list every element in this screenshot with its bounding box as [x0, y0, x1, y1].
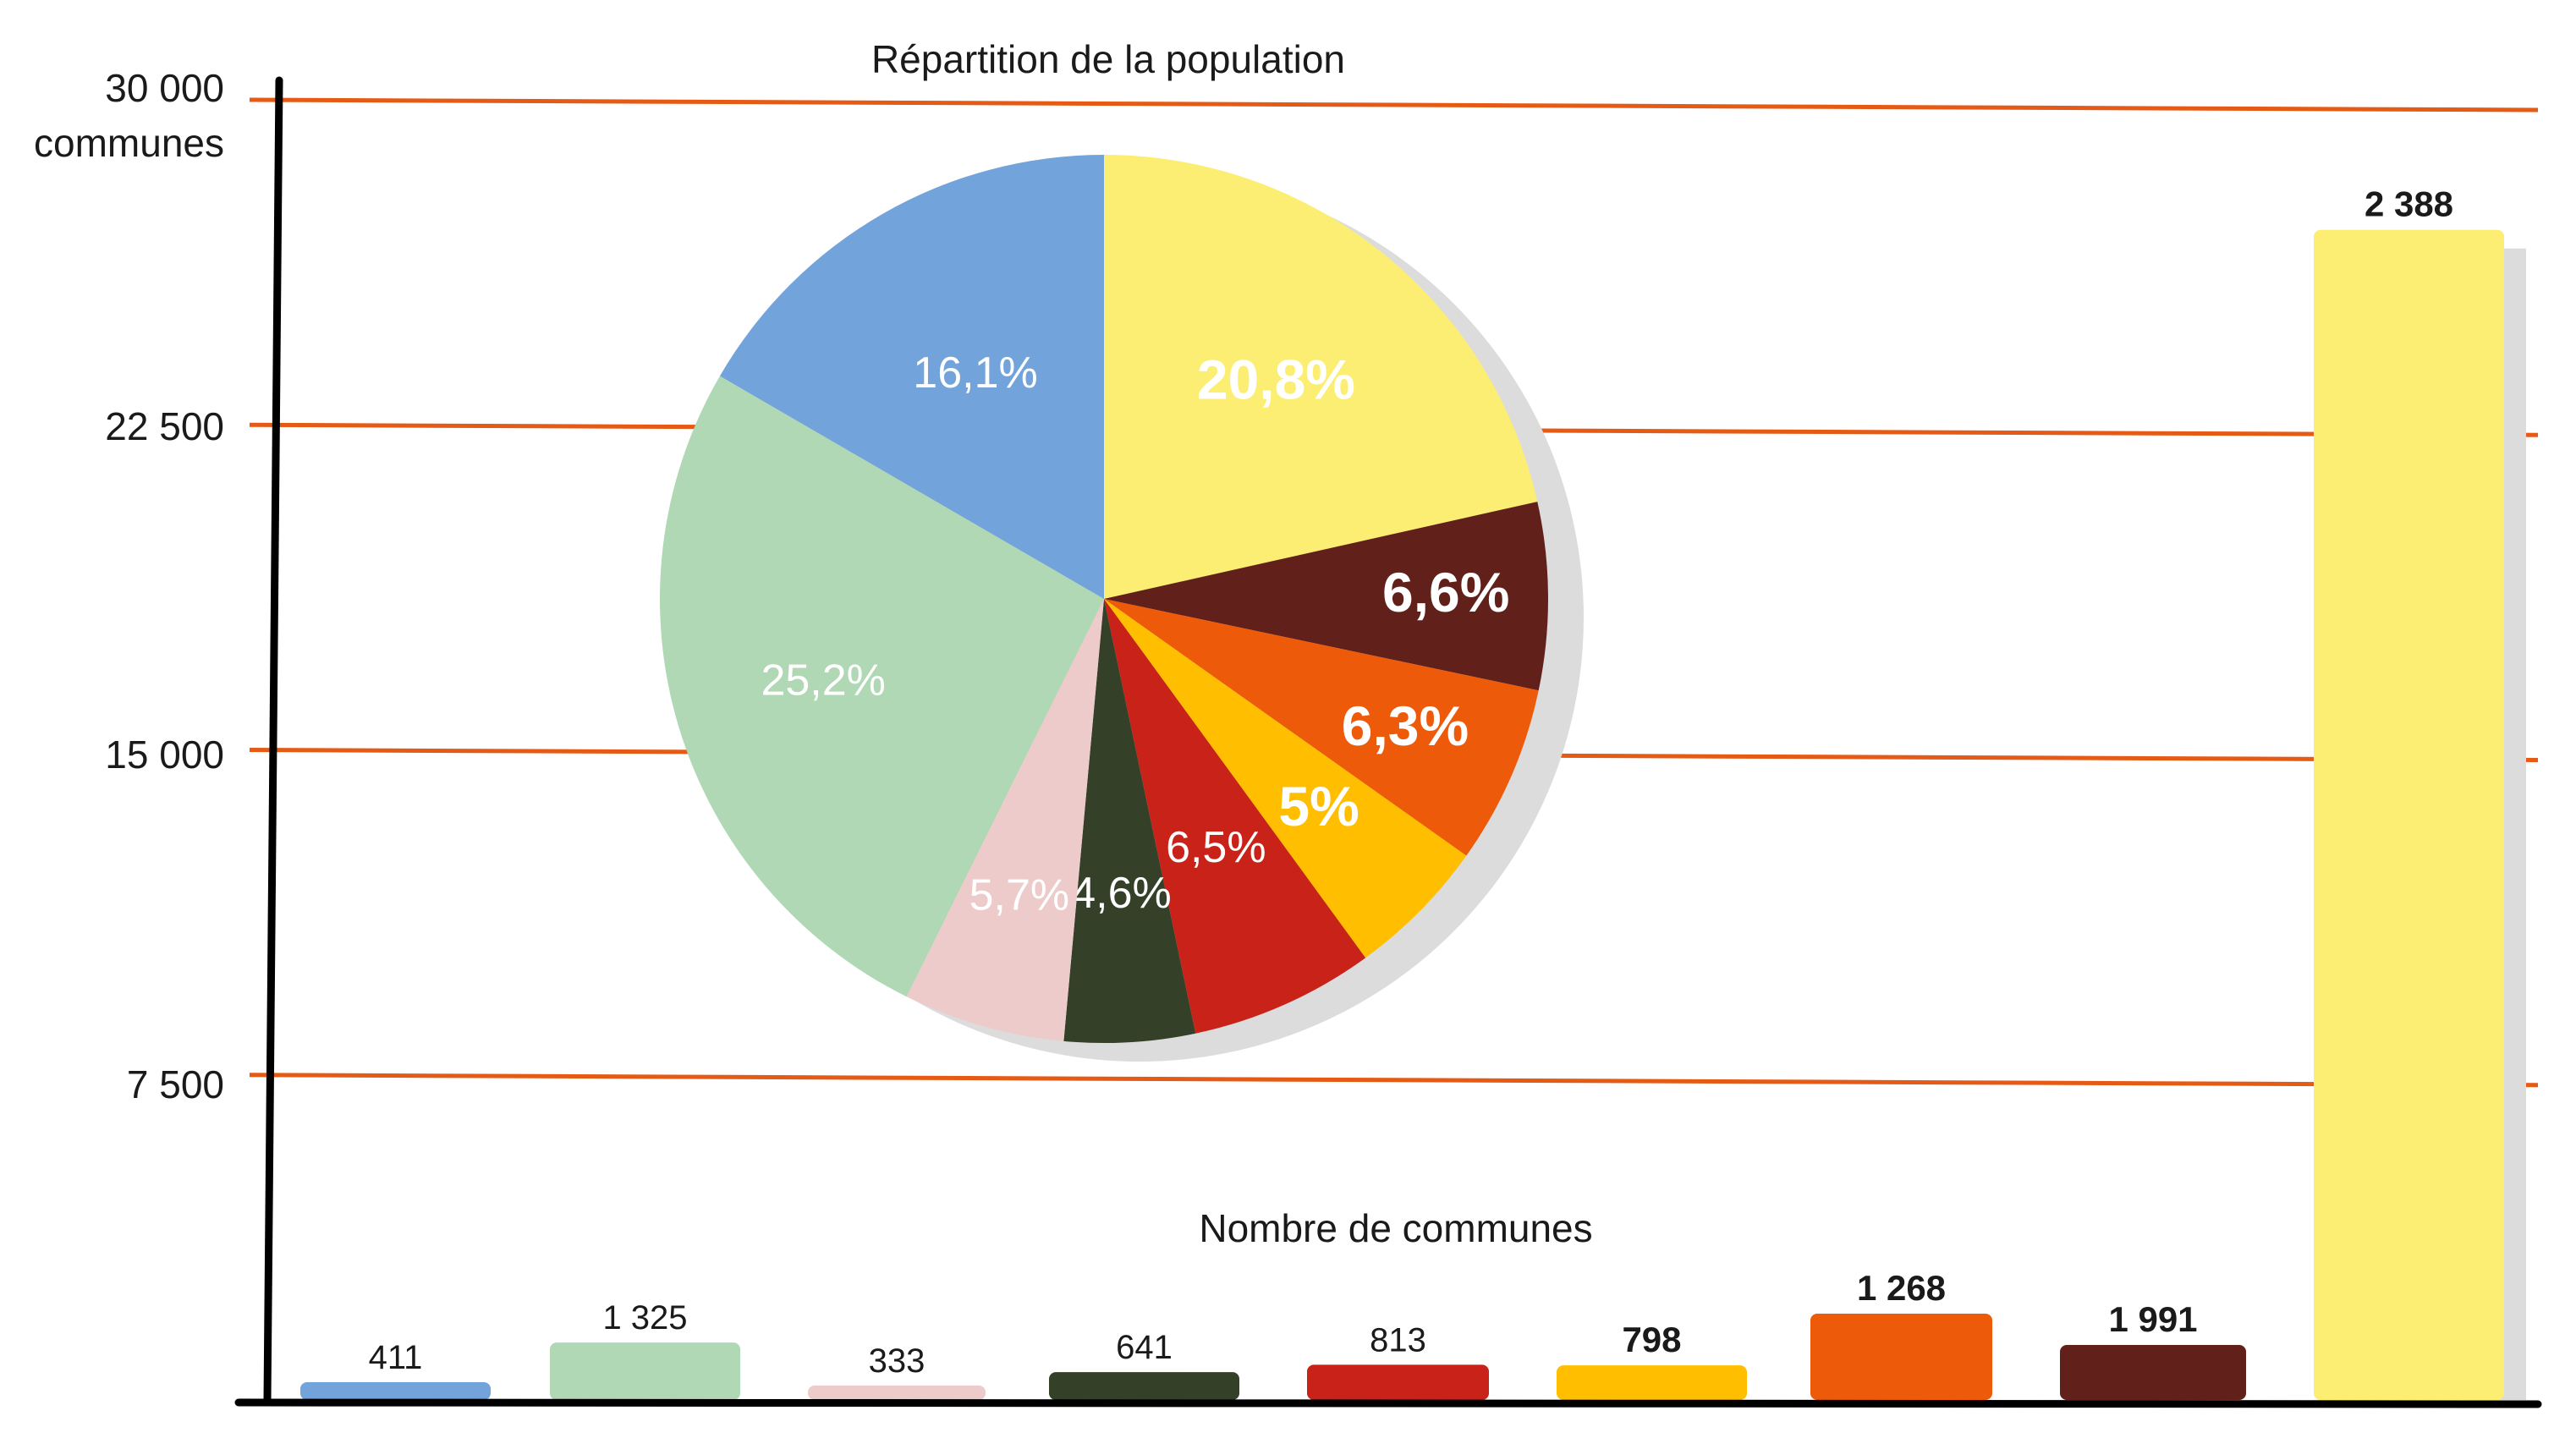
- y-tick-label: 30 000: [105, 66, 224, 110]
- pie-slice: [660, 376, 1104, 997]
- bar: [2314, 229, 2504, 1401]
- pie-slice-label: 6,6%: [1382, 561, 1509, 623]
- bar-value-label: 411: [369, 1339, 423, 1376]
- y-axis-line: [263, 76, 283, 1404]
- y-axis-ticks: 30 000 communes 22 500 15 000 7 500: [34, 66, 224, 1106]
- pie-slice-label: 5%: [1278, 775, 1359, 837]
- bar: [550, 1342, 740, 1400]
- pie-chart: 20,8% 6,6% 6,3% 5%6,5%4,6%5,7% 25,2% 16,1%: [660, 155, 1584, 1062]
- bar-value-label: 1 268: [1857, 1268, 1946, 1308]
- bar-series: 411 1 325 333 641 813 798 1 268 1 991 2 388: [300, 184, 2526, 1401]
- pie-slice-label: 25,2%: [761, 656, 885, 705]
- pie-slice-label: 5,7%: [969, 870, 1070, 919]
- pie-slice-label: 16,1%: [913, 349, 1037, 398]
- bar-value-label: 1 325: [602, 1299, 687, 1336]
- pie-slice: [1104, 155, 1538, 599]
- bar-value-label: 798: [1622, 1320, 1681, 1359]
- y-tick-label: 15 000: [105, 733, 224, 777]
- pie-slice: [1104, 599, 1539, 856]
- pie-slice-label: 20,8%: [1197, 348, 1355, 410]
- bar-chart-title: Nombre de communes: [1199, 1206, 1592, 1250]
- bar: [1557, 1365, 1747, 1400]
- bar: [1810, 1313, 1992, 1400]
- bar-value-label: 641: [1116, 1329, 1173, 1366]
- pie-title: Répartition de la population: [871, 37, 1345, 81]
- y-tick-label: 7 500: [127, 1062, 224, 1106]
- pie-slice: [906, 599, 1104, 1041]
- bar-value-label: 333: [869, 1342, 925, 1380]
- pie-slice: [1104, 599, 1366, 1034]
- pie-slice-label: 4,6%: [1071, 869, 1172, 918]
- pie-slice: [1104, 502, 1548, 691]
- bar: [1307, 1364, 1489, 1400]
- gridline: [249, 1073, 2539, 1088]
- pie-slice-label: 6,5%: [1166, 823, 1266, 872]
- bar: [300, 1381, 491, 1400]
- pie-slice: [1063, 599, 1196, 1044]
- bar: [2060, 1345, 2246, 1400]
- axes: [234, 76, 2542, 1408]
- pie-slice-label: 6,3%: [1342, 694, 1469, 757]
- gridline: [249, 97, 2539, 113]
- bar-value-label: 813: [1370, 1321, 1426, 1358]
- bar-value-label: 1 991: [2108, 1299, 2197, 1339]
- pie-slice: [1104, 599, 1467, 958]
- bar: [1049, 1372, 1239, 1400]
- x-axis-line: [234, 1396, 2542, 1408]
- bar: [808, 1385, 986, 1400]
- bar-value-label: 2 388: [2365, 184, 2453, 224]
- y-tick-label: communes: [34, 121, 224, 165]
- pie-slice: [719, 155, 1104, 599]
- y-tick-label: 22 500: [105, 404, 224, 448]
